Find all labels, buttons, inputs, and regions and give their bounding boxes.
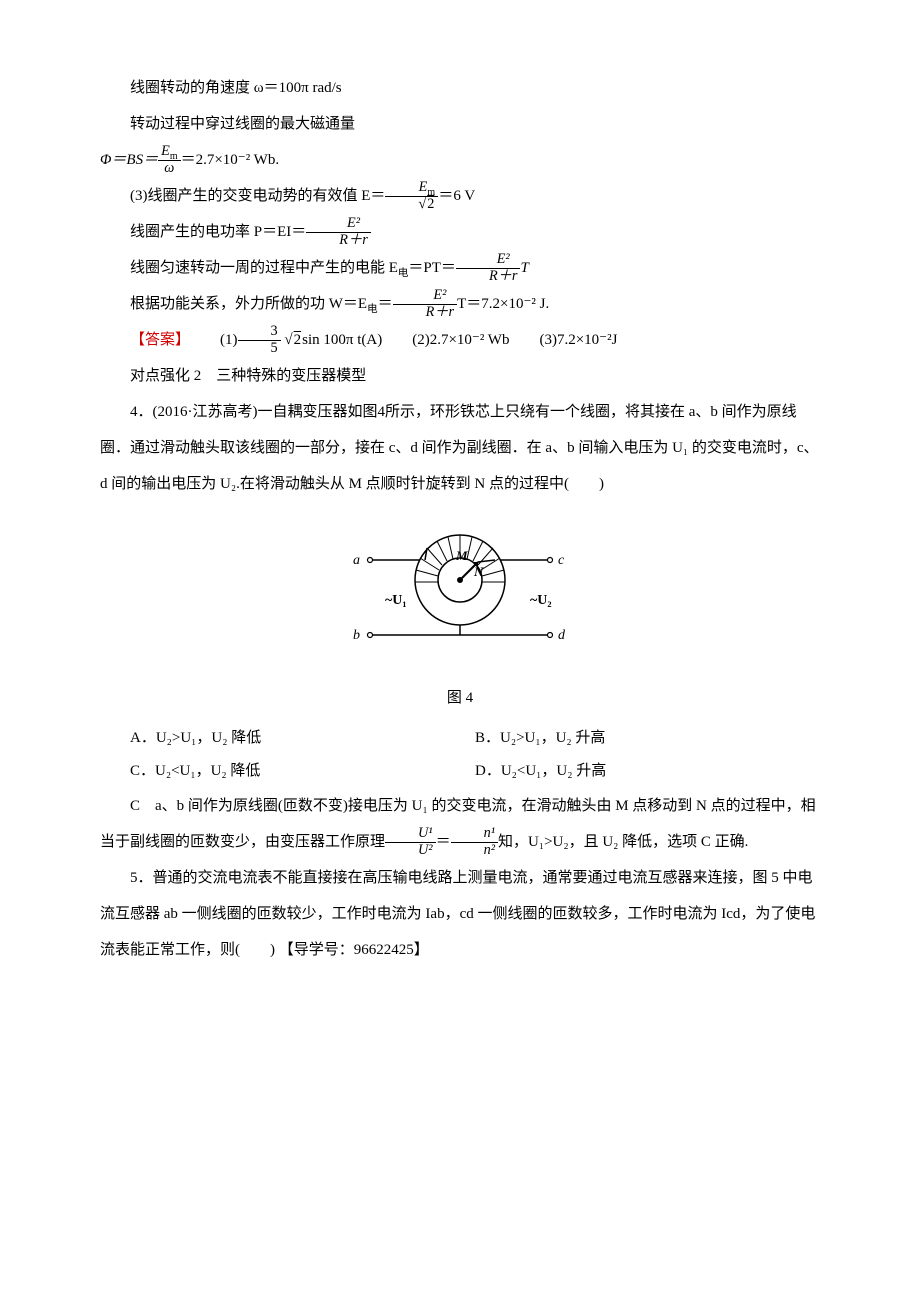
fraction: E²R＋r [456,252,521,284]
line-max-flux-intro: 转动过程中穿过线圈的最大磁通量 [100,106,820,142]
fraction: E²R＋r [306,216,371,248]
label-U2: ~U₂ [530,593,552,608]
line-energy: 线圈匀速转动一周的过程中产生的电能 E电＝PT＝E²R＋rT [100,250,820,286]
question-5: 5．普通的交流电流表不能直接接在高压输电线路上测量电流，通常要通过电流互感器来连… [100,860,820,968]
options-q4: A．U₂>U₁，U₂ 降低 B．U₂>U₁，U₂ 升高 C．U₂<U₁，U₂ 降… [130,722,820,788]
fraction: Emω [158,144,180,176]
line-work: 根据功能关系，外力所做的功 W＝E电＝E²R＋rT＝7.2×10⁻² J. [100,286,820,322]
section-title-2: 对点强化 2 三种特殊的变压器模型 [100,358,820,394]
fraction: n¹n² [451,826,498,858]
label-c: c [558,553,565,568]
label-M: M [455,548,468,563]
line-flux-eq: Φ＝BS＝Emω＝2.7×10⁻² Wb. [100,142,820,178]
label-b: b [353,628,360,643]
question-4: 4．(2016·江苏高考)一自耦变压器如图4所示，环形铁芯上只绕有一个线圈，将其… [100,394,820,502]
option-a: A．U₂>U₁，U₂ 降低 [130,722,475,755]
fraction: U¹U² [385,826,436,858]
explanation-q4: C a、b 间作为原线圈(匝数不变)接电压为 U₁ 的交变电流，在滑动触头由 M… [100,788,820,860]
label-U1: ~U₁ [385,593,407,608]
label-d: d [558,628,566,643]
label-a: a [353,553,360,568]
option-d: D．U₂<U₁，U₂ 升高 [475,755,820,788]
line-power: 线圈产生的电功率 P＝EI＝E²R＋r [100,214,820,250]
fraction: E²R＋r [393,288,458,320]
answer-label: 【答案】 [130,331,190,348]
figure-4: a b c d M N ~U₁ ~U₂ 图 4 [100,520,820,716]
answer-line: 【答案】 (1)35 √2sin 100π t(A) (2)2.7×10⁻² W… [100,322,820,358]
autotransformer-diagram: a b c d M N ~U₁ ~U₂ [330,520,590,670]
figure-4-caption: 图 4 [100,680,820,716]
fraction: Em√2 [385,180,438,212]
fraction: 35 [238,324,281,356]
line-angular-velocity: 线圈转动的角速度 ω＝100π rad/s [100,70,820,106]
label-N: N [473,564,484,579]
option-b: B．U₂>U₁，U₂ 升高 [475,722,820,755]
line-emf-rms: (3)线圈产生的交变电动势的有效值 E＝Em√2＝6 V [100,178,820,214]
option-c: C．U₂<U₁，U₂ 降低 [130,755,475,788]
